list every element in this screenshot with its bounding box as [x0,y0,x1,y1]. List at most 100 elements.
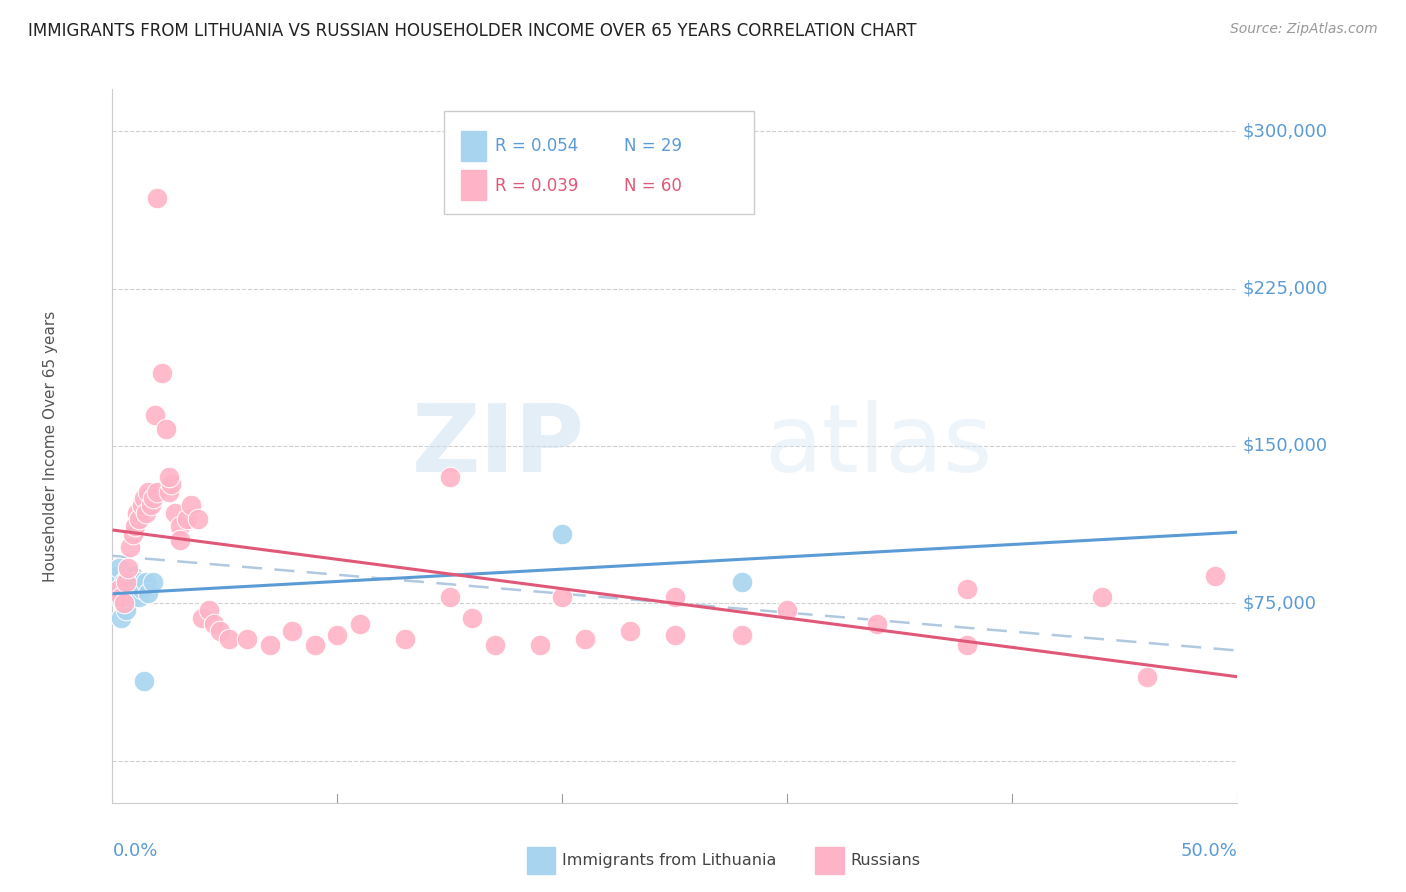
Point [664,628,686,642]
Point [112,590,135,604]
Point [117,569,139,583]
Point [108,590,131,604]
Point [132,491,155,506]
Text: N = 60: N = 60 [624,177,682,194]
Point [135,506,157,520]
Point [142,575,165,590]
Point [349,617,371,632]
Point [776,603,799,617]
Point [115,596,138,610]
Point [439,590,461,604]
Point [112,575,135,590]
Point [138,586,160,600]
Bar [461,169,486,200]
Bar [461,130,486,161]
Point [1136,670,1159,684]
Point [281,624,304,638]
Point [169,533,191,548]
Point [551,527,574,541]
Text: Source: ZipAtlas.com: Source: ZipAtlas.com [1230,22,1378,37]
Text: Householder Income Over 65 years: Householder Income Over 65 years [44,310,58,582]
Text: atlas: atlas [765,400,993,492]
Text: ZIP: ZIP [412,400,585,492]
Point [165,506,187,520]
Point [128,590,150,604]
Text: 0.0%: 0.0% [112,842,157,860]
Point [127,506,149,520]
Point [956,639,979,653]
Point [191,611,214,625]
Point [128,512,150,526]
Point [117,560,139,574]
Point [169,518,191,533]
Text: $225,000: $225,000 [1243,279,1329,298]
Point [131,498,153,512]
Text: Russians: Russians [851,854,921,868]
Point [461,611,484,625]
Point [180,498,202,512]
Text: Immigrants from Lithuania: Immigrants from Lithuania [562,854,776,868]
Text: N = 29: N = 29 [624,136,682,154]
Point [117,590,139,604]
Point [218,632,240,646]
Text: R = 0.054: R = 0.054 [495,136,578,154]
Point [236,632,259,646]
Point [110,590,132,604]
Point [160,476,183,491]
Point [209,624,232,638]
Point [112,596,135,610]
Point [110,611,132,625]
Point [1204,569,1226,583]
Point [115,575,138,590]
Point [259,639,281,653]
Point [304,639,326,653]
Point [117,582,139,596]
Point [135,575,157,590]
Point [484,639,506,653]
Point [619,624,641,638]
Point [198,603,221,617]
Text: $300,000: $300,000 [1243,122,1327,140]
Point [866,617,889,632]
Point [157,485,180,500]
Point [124,518,146,533]
Point [110,582,132,596]
Point [439,470,461,484]
Text: IMMIGRANTS FROM LITHUANIA VS RUSSIAN HOUSEHOLDER INCOME OVER 65 YEARS CORRELATIO: IMMIGRANTS FROM LITHUANIA VS RUSSIAN HOU… [28,22,917,40]
Point [326,628,349,642]
Point [731,628,754,642]
Text: R = 0.039: R = 0.039 [495,177,578,194]
Point [138,485,160,500]
Point [157,470,180,484]
Point [124,575,146,590]
Point [131,582,153,596]
Text: $75,000: $75,000 [1243,594,1317,613]
Point [124,586,146,600]
Point [142,491,165,506]
Point [128,575,150,590]
Point [155,422,177,436]
Point [127,582,149,596]
Point [108,560,131,574]
Point [120,575,142,590]
Point [132,674,155,689]
Point [115,586,138,600]
Point [146,485,169,500]
Point [121,527,143,541]
Point [150,366,173,380]
Point [664,590,686,604]
Point [551,590,574,604]
Point [121,569,143,583]
Point [187,512,209,526]
Point [202,617,225,632]
Point [176,512,198,526]
Point [143,408,166,422]
Point [139,498,162,512]
Point [146,191,169,205]
Point [121,590,143,604]
Text: $150,000: $150,000 [1243,437,1329,455]
Point [105,569,128,583]
Point [108,582,131,596]
Point [956,582,979,596]
Point [574,632,596,646]
